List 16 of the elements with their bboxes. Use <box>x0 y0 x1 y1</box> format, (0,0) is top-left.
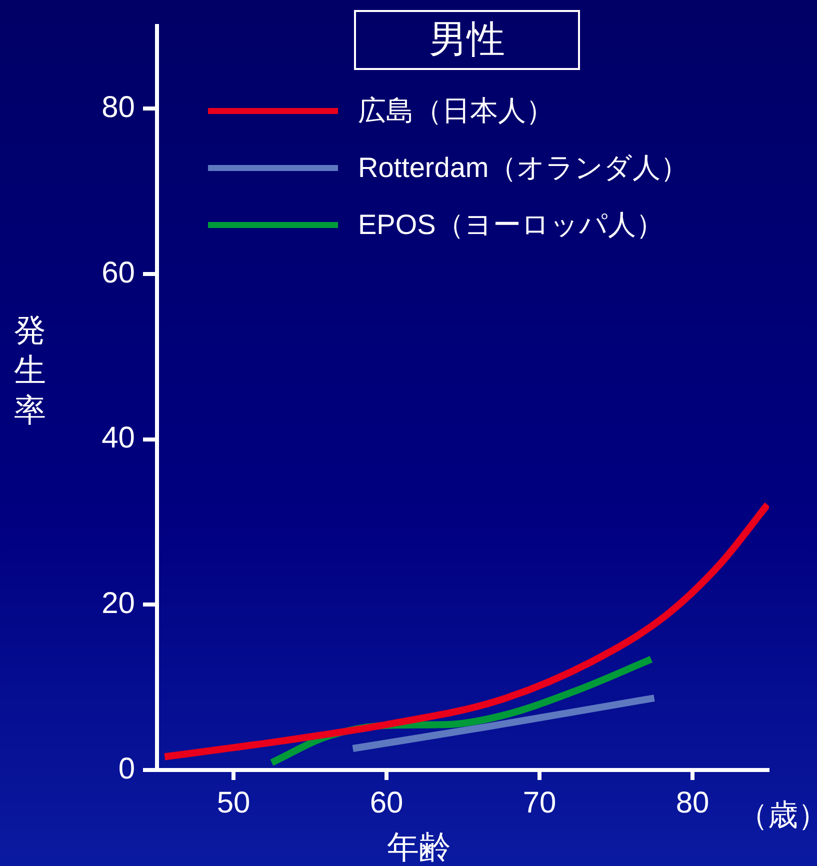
y-tick-label: 80 <box>102 90 135 124</box>
legend-label: EPOS（ヨーロッパ人） <box>358 208 664 242</box>
x-tick-label: 60 <box>370 786 404 820</box>
x-tick-label: 70 <box>522 786 556 820</box>
legend-label: Rotterdam（オランダ人） <box>358 150 689 184</box>
y-tick-label: 20 <box>102 586 135 620</box>
y-tick-label: 40 <box>102 422 135 455</box>
x-tick-label: 50 <box>216 786 250 820</box>
y-axis-title: 発生率 <box>13 311 47 430</box>
text: （歳） <box>738 798 817 834</box>
x-tick-label: 80 <box>676 786 710 820</box>
y-tick-label: 60 <box>102 256 135 290</box>
y-tick-label: 0 <box>118 752 135 786</box>
legend-label: 広島（日本人） <box>358 94 554 128</box>
x-axis-title: 年齢 <box>387 828 451 866</box>
chart-title: 男性 <box>354 10 580 70</box>
